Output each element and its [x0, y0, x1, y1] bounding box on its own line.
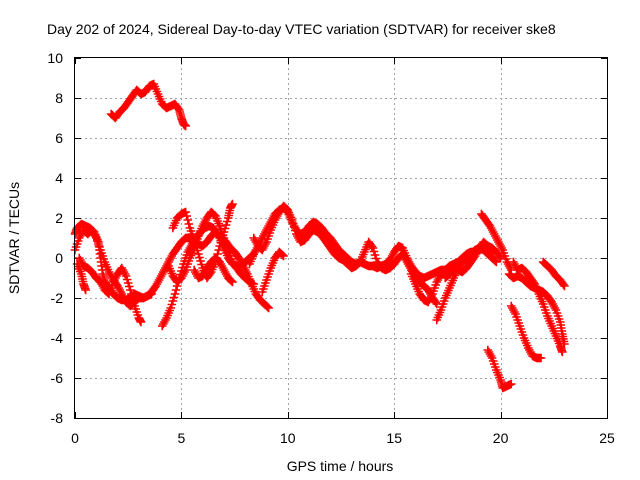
series-track-b	[74, 253, 146, 327]
x-tick-label: 5	[178, 430, 186, 446]
grid-lines	[75, 58, 607, 418]
data-point	[290, 226, 300, 235]
y-tick-label: 10	[47, 50, 63, 66]
data-point	[228, 199, 237, 209]
data-point	[249, 279, 259, 289]
data-point	[168, 296, 178, 306]
data-point	[182, 211, 192, 221]
data-point	[127, 289, 136, 299]
data-point	[216, 238, 226, 247]
series-track-t	[538, 257, 569, 291]
data-point	[124, 282, 134, 291]
series-upper-arc	[106, 79, 190, 131]
data-point	[196, 256, 205, 266]
y-tick-label: 2	[55, 210, 63, 226]
data-point	[371, 254, 381, 263]
data-point	[166, 303, 176, 313]
series-track-m	[432, 243, 501, 325]
series-track-g	[164, 207, 259, 289]
data-point	[121, 271, 131, 281]
data-point	[181, 121, 190, 131]
data-point	[287, 215, 297, 225]
data-point	[221, 220, 231, 230]
data-point	[170, 289, 180, 299]
series-track-s	[509, 257, 567, 357]
data-point	[559, 280, 568, 289]
data-point	[288, 219, 298, 228]
data-point	[169, 293, 179, 302]
series-track-h	[189, 253, 237, 287]
data-point	[367, 242, 377, 251]
y-tick-label: -4	[51, 330, 64, 346]
data-point	[167, 300, 177, 309]
data-point	[147, 289, 156, 299]
y-tick-label: 6	[55, 130, 63, 146]
y-tick-label: 8	[55, 90, 63, 106]
data-point	[368, 243, 378, 253]
data-points	[70, 79, 569, 393]
data-point	[227, 276, 236, 286]
y-tick-label: -6	[51, 370, 64, 386]
series-track-n	[440, 237, 497, 283]
data-point	[560, 281, 569, 291]
data-point	[123, 278, 133, 288]
x-tick-label: 0	[71, 430, 79, 446]
data-point	[171, 285, 181, 295]
series-track-d	[72, 259, 90, 295]
plot-frame	[74, 57, 608, 419]
series-track-r	[506, 301, 546, 363]
series-track-c	[70, 225, 156, 311]
data-point	[195, 253, 204, 262]
data-point	[264, 303, 273, 313]
data-point	[506, 379, 516, 389]
data-point	[558, 347, 567, 357]
data-point	[214, 245, 223, 255]
x-tick-label: 25	[599, 430, 615, 446]
x-tick-label: 20	[493, 430, 509, 446]
data-point	[126, 285, 135, 295]
series-track-j	[249, 201, 442, 309]
data-point	[122, 275, 132, 284]
series-track-q	[504, 269, 569, 349]
data-point	[222, 217, 232, 226]
series-track-k	[257, 247, 288, 297]
data-point	[183, 215, 193, 225]
data-point	[487, 249, 497, 259]
data-point	[431, 298, 440, 307]
y-axis-label: SDTVAR / TECUs	[6, 182, 22, 294]
data-point	[369, 247, 379, 256]
data-point	[370, 250, 380, 260]
x-tick-label: 15	[386, 430, 402, 446]
data-point	[184, 219, 194, 229]
series-track-p	[483, 345, 516, 393]
chart-title: Day 202 of 2024, Sidereal Day-to-day VTE…	[47, 21, 556, 37]
data-point	[181, 207, 190, 217]
data-point	[194, 249, 203, 259]
data-point	[289, 222, 299, 232]
data-point	[197, 260, 206, 269]
data-point	[278, 250, 287, 260]
data-point	[490, 256, 500, 266]
data-point	[279, 251, 288, 261]
data-point	[215, 241, 225, 251]
y-tick-label: 4	[55, 170, 63, 186]
y-tick-label: -8	[51, 410, 64, 426]
series-track-o	[477, 209, 516, 275]
x-axis-label: GPS time / hours	[287, 458, 394, 474]
data-point	[536, 353, 546, 363]
data-point	[228, 277, 237, 287]
x-tick-label: 10	[280, 430, 296, 446]
data-point	[263, 302, 272, 312]
y-tick-label: -2	[51, 290, 64, 306]
data-point	[492, 257, 501, 267]
data-point	[136, 317, 146, 327]
y-tick-label: 0	[55, 250, 63, 266]
data-point	[81, 285, 90, 295]
